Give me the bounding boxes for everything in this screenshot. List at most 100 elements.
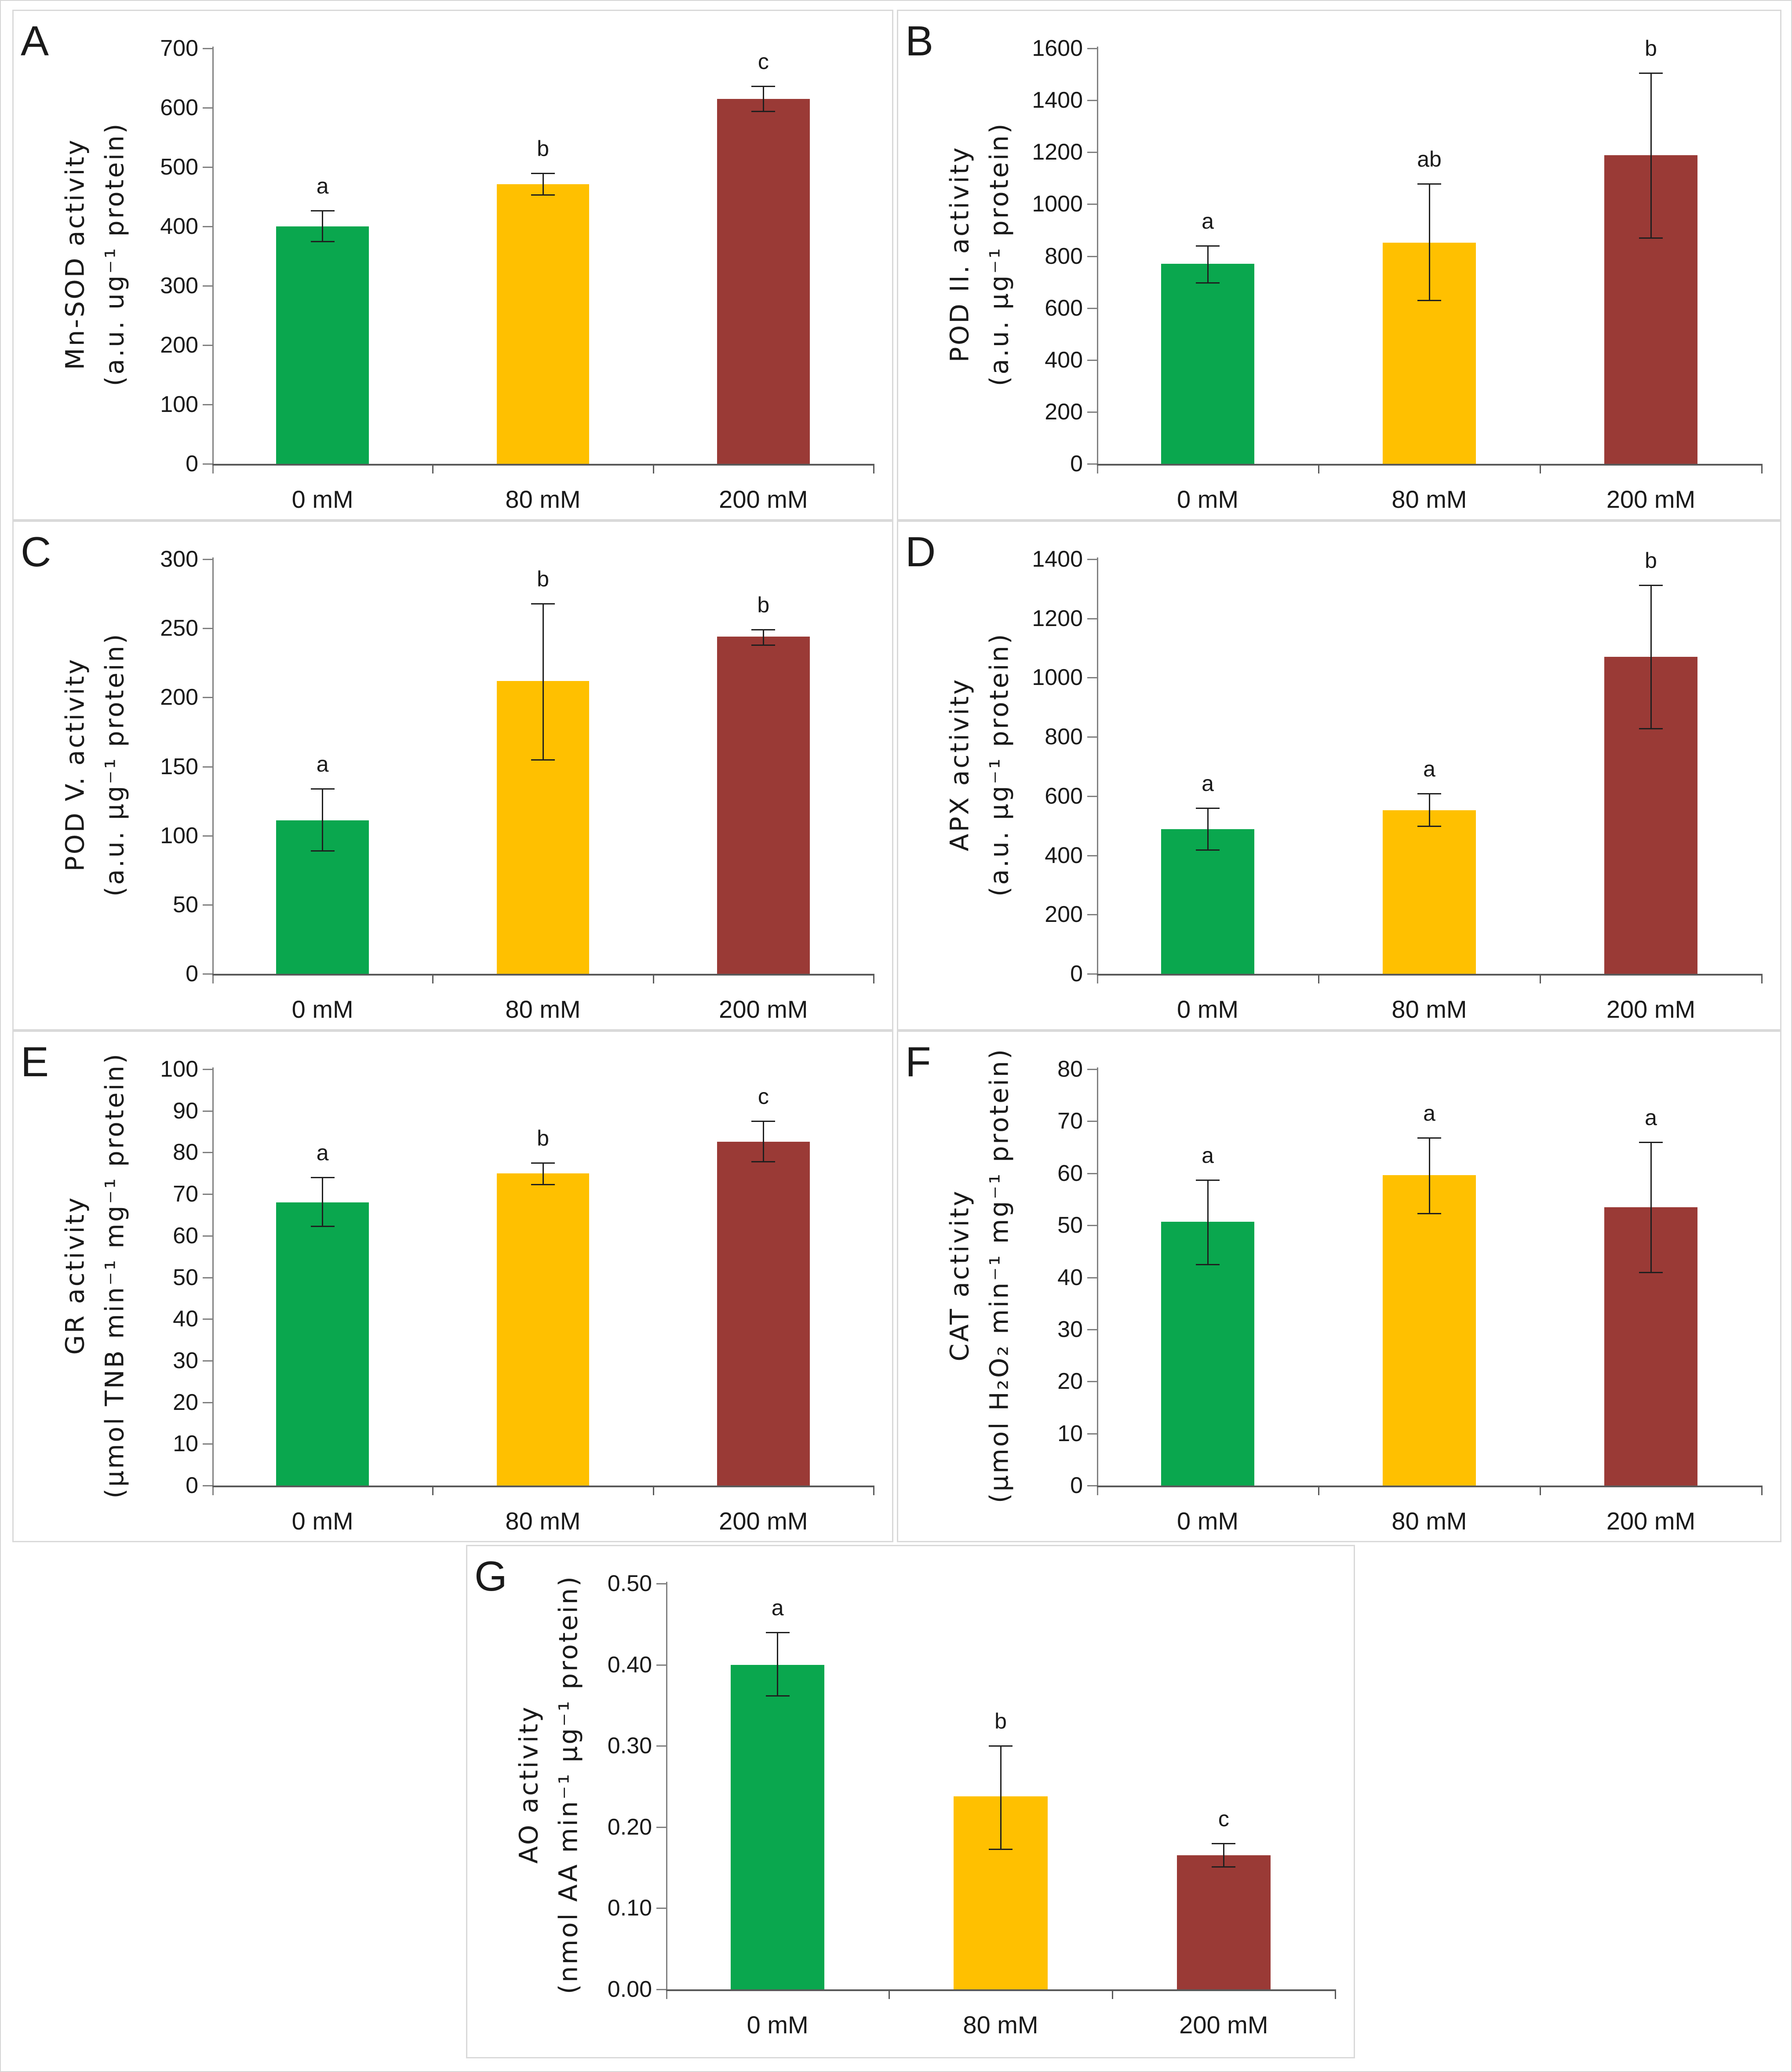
y-tick-mark bbox=[203, 48, 212, 49]
y-tick-label: 400 bbox=[1045, 347, 1083, 373]
x-tick-mark bbox=[652, 464, 654, 473]
y-tick-mark bbox=[203, 107, 212, 109]
x-tick-mark bbox=[1318, 1486, 1319, 1495]
y-tick-label: 100 bbox=[160, 823, 198, 848]
y-tick-label: 0 bbox=[1070, 961, 1083, 987]
y-tick-mark bbox=[203, 1402, 212, 1403]
error-bar-cap-bottom bbox=[1196, 282, 1220, 284]
significance-letter: b bbox=[1645, 548, 1657, 573]
y-tick-label: 700 bbox=[160, 36, 198, 61]
x-category-label: 80 mM bbox=[1391, 1507, 1467, 1535]
error-bar bbox=[322, 210, 324, 241]
bar-80mM bbox=[496, 184, 590, 464]
y-tick-mark bbox=[203, 285, 212, 287]
y-tick-label: 100 bbox=[160, 392, 198, 417]
panel-G: G AO activity (nmol AA min⁻¹ µg⁻¹ protein)… bbox=[466, 1545, 1355, 2058]
y-tick-mark bbox=[203, 835, 212, 837]
x-axis-line bbox=[666, 1989, 1335, 1991]
y-tick-label: 1400 bbox=[1032, 546, 1083, 572]
y-tick-mark bbox=[203, 1152, 212, 1154]
bar-0mM bbox=[276, 226, 369, 464]
error-bar-cap-top bbox=[310, 210, 335, 211]
y-tick-label: 0 bbox=[186, 961, 198, 987]
panel-letter: B bbox=[905, 18, 934, 65]
error-bar-cap-top bbox=[310, 1177, 335, 1179]
y-tick-mark bbox=[203, 1485, 212, 1486]
y-tick-label: 0 bbox=[186, 451, 198, 477]
x-category-label: 200 mM bbox=[1179, 2011, 1268, 2039]
y-axis-title-line1: GR activity bbox=[60, 1195, 90, 1355]
x-tick-mark bbox=[652, 974, 654, 983]
y-tick-mark bbox=[203, 404, 212, 405]
y-axis-line bbox=[666, 1582, 667, 1999]
y-tick-mark bbox=[203, 1194, 212, 1195]
significance-letter: b bbox=[757, 593, 770, 618]
panel-C: C POD V. activity (a.u. µg⁻¹ protein) 0 50 10… bbox=[12, 521, 893, 1031]
bar-80mM bbox=[1383, 810, 1476, 974]
y-tick-mark bbox=[1087, 463, 1097, 465]
error-bar-cap-top bbox=[989, 1745, 1013, 1747]
y-tick-mark bbox=[203, 1318, 212, 1320]
panel-letter: A bbox=[21, 18, 49, 65]
x-tick-mark bbox=[432, 974, 434, 983]
y-tick-label: 90 bbox=[173, 1098, 198, 1124]
y-tick-mark bbox=[1087, 48, 1097, 49]
y-tick-label: 200 bbox=[160, 685, 198, 710]
error-bar-cap-bottom bbox=[531, 1184, 555, 1186]
y-tick-mark bbox=[1087, 307, 1097, 309]
x-tick-mark bbox=[652, 1486, 654, 1495]
error-bar-cap-top bbox=[1639, 73, 1663, 74]
x-axis-line bbox=[1097, 974, 1762, 976]
error-bar-cap-bottom bbox=[310, 1226, 335, 1227]
y-tick-mark bbox=[1087, 100, 1097, 102]
error-bar-cap-bottom bbox=[1639, 728, 1663, 730]
error-bar bbox=[762, 86, 764, 112]
error-bar-cap-top bbox=[751, 86, 776, 87]
error-bar-cap-bottom bbox=[1417, 299, 1441, 301]
significance-letter: a bbox=[1202, 771, 1214, 796]
y-tick-label: 0 bbox=[186, 1473, 198, 1498]
significance-letter: a bbox=[316, 1140, 329, 1165]
y-axis-line bbox=[212, 1067, 214, 1495]
x-tick-mark bbox=[1318, 974, 1319, 983]
y-tick-mark bbox=[203, 559, 212, 560]
y-tick-mark bbox=[203, 1235, 212, 1237]
y-tick-mark bbox=[1087, 411, 1097, 413]
y-tick-label: 70 bbox=[173, 1181, 198, 1207]
panel-letter: E bbox=[21, 1038, 49, 1085]
y-tick-mark bbox=[1087, 204, 1097, 205]
error-bar-cap-bottom bbox=[765, 1695, 790, 1697]
error-bar bbox=[322, 788, 324, 851]
significance-letter: a bbox=[316, 751, 329, 776]
error-bar-cap-bottom bbox=[751, 1161, 776, 1163]
bar-0mM bbox=[1161, 829, 1254, 974]
x-category-label: 0 mM bbox=[747, 2011, 809, 2039]
x-tick-mark bbox=[1761, 974, 1763, 983]
y-tick-label: 150 bbox=[160, 754, 198, 779]
y-tick-label: 80 bbox=[1057, 1056, 1083, 1082]
y-tick-mark bbox=[656, 1664, 666, 1666]
significance-letter: a bbox=[1423, 756, 1435, 781]
panel-letter: F bbox=[905, 1038, 931, 1085]
x-tick-mark bbox=[1111, 1989, 1113, 1999]
error-bar-cap-top bbox=[1196, 1180, 1220, 1181]
x-tick-mark bbox=[1335, 1989, 1336, 1999]
significance-letter: a bbox=[316, 173, 329, 198]
error-bar-cap-bottom bbox=[310, 240, 335, 242]
y-tick-mark bbox=[1087, 359, 1097, 361]
error-bar-cap-top bbox=[1417, 1137, 1441, 1139]
y-axis-line bbox=[212, 557, 214, 983]
x-tick-mark bbox=[1540, 464, 1541, 473]
x-axis-line bbox=[1097, 464, 1762, 466]
y-tick-label: 50 bbox=[173, 1264, 198, 1290]
y-tick-mark bbox=[1087, 1433, 1097, 1435]
panel-A: A Mn-SOD activity (a.u. ug⁻¹ protein) 0 100 2… bbox=[12, 10, 893, 521]
error-bar-cap-top bbox=[765, 1631, 790, 1633]
bar-0mM bbox=[731, 1664, 825, 1989]
y-tick-label: 100 bbox=[160, 1056, 198, 1082]
error-bar-cap-bottom bbox=[310, 850, 335, 852]
x-category-label: 0 mM bbox=[1177, 995, 1238, 1023]
y-tick-label: 1000 bbox=[1032, 665, 1083, 691]
y-tick-label: 800 bbox=[1045, 243, 1083, 269]
x-axis-line bbox=[1097, 1486, 1762, 1487]
